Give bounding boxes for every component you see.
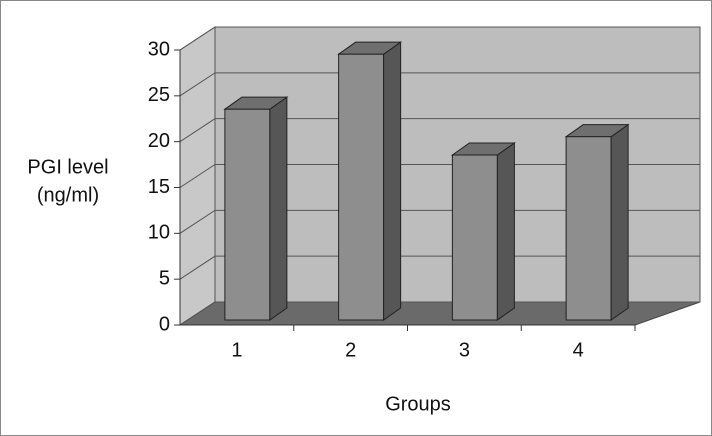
- grid-line: [179, 164, 700, 188]
- bar-face: [337, 41, 403, 55]
- x-tick-label: 1: [231, 339, 242, 361]
- bar-face: [450, 142, 516, 156]
- y-tick-label: 30: [148, 38, 170, 60]
- x-tick-label: 3: [459, 339, 470, 361]
- y-axis-label: PGI level: [27, 156, 108, 178]
- y-axis-label: (ng/ml): [37, 184, 99, 206]
- bar-face: [338, 53, 385, 321]
- bar: [564, 123, 630, 321]
- bar: [450, 142, 516, 321]
- bar-face: [451, 154, 498, 321]
- bar-face: [224, 108, 271, 321]
- y-tick-label: 10: [148, 222, 170, 244]
- x-tick-label: 2: [345, 339, 356, 361]
- bar-face: [565, 136, 612, 321]
- x-tick-label: 4: [573, 339, 584, 361]
- grid-line: [179, 209, 700, 234]
- x-axis-label: Groups: [385, 393, 451, 415]
- y-tick-label: 0: [159, 313, 170, 335]
- bar-face: [496, 142, 515, 321]
- bar-face: [564, 124, 630, 138]
- grid-line: [179, 26, 700, 51]
- grid-line: [179, 255, 700, 280]
- bar-face: [383, 41, 402, 321]
- grid-line: [179, 301, 700, 326]
- grid-line: [179, 118, 700, 143]
- bar-face: [269, 96, 288, 321]
- y-tick-label: 20: [148, 130, 170, 152]
- grid-line: [179, 72, 700, 97]
- bar-face: [223, 96, 289, 110]
- bar-face: [610, 123, 629, 321]
- y-tick-label: 25: [148, 84, 170, 106]
- bar: [337, 41, 403, 321]
- y-tick-label: 5: [159, 267, 170, 289]
- bar: [223, 96, 289, 321]
- y-tick-label: 15: [148, 176, 170, 198]
